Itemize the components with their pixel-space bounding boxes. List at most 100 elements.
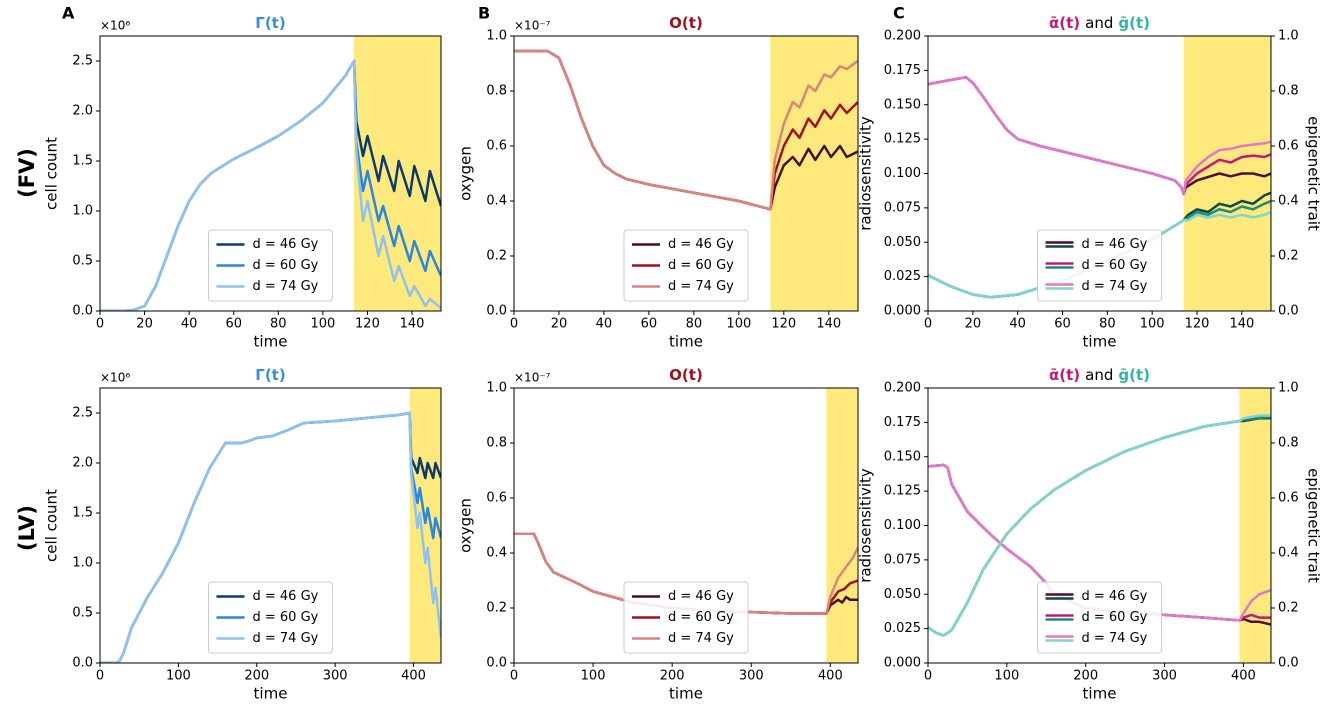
series-line (928, 76, 1271, 196)
legend-label: d = 46 Gy (668, 589, 734, 604)
title-part: ḡ(t) (1118, 366, 1150, 384)
row-label: (LV) (15, 505, 39, 551)
x-tick-label: 120 (1185, 317, 1210, 332)
y-tick-label: 0.175 (884, 415, 921, 430)
y2-tick-label: 0.8 (1278, 84, 1299, 99)
title-part: and (1085, 14, 1113, 32)
y-tick-label: 0.6 (486, 139, 507, 154)
legend-box (208, 229, 333, 302)
x-axis-label: time (1083, 333, 1117, 351)
plot-lines (928, 76, 1271, 299)
x-tick-label: 0 (510, 669, 518, 684)
row-label: (FV) (15, 148, 39, 198)
x-tick-label: 200 (244, 669, 269, 684)
x-tick-label: 0 (924, 317, 932, 332)
y-tick-label: 0.100 (884, 518, 921, 533)
x-tick-label: 100 (166, 669, 191, 684)
legend-label: d = 60 Gy (253, 258, 319, 273)
x-tick-label: 60 (225, 317, 242, 332)
y-offset-label: ×10⁻⁷ (514, 371, 551, 385)
legend-label: d = 74 Gy (1082, 631, 1148, 646)
y-offset-label: ×10⁶ (100, 19, 130, 33)
x-tick-label: 80 (1099, 317, 1116, 332)
x-tick-label: 200 (1073, 669, 1098, 684)
x-tick-label: 400 (818, 669, 843, 684)
y2-tick-label: 0.2 (1278, 249, 1299, 264)
chart-title: Γ(t) (255, 366, 285, 384)
y-tick-label: 0.8 (486, 436, 507, 451)
chart-title: Γ(t) (255, 14, 285, 32)
y-tick-label: 0.075 (884, 200, 921, 215)
y2-axis-label: epigenetic trait (1305, 116, 1323, 231)
x-tick-label: 200 (660, 669, 685, 684)
x-axis-label: time (669, 333, 703, 351)
legend-label: d = 60 Gy (1082, 610, 1148, 625)
x-tick-label: 300 (1152, 669, 1177, 684)
y-axis-label: cell count (43, 489, 61, 562)
shaded-region (770, 36, 858, 311)
legend-label: d = 74 Gy (1082, 279, 1148, 294)
x-tick-label: 400 (1231, 669, 1256, 684)
y2-tick-label: 0.8 (1278, 436, 1299, 451)
y-tick-label: 0.050 (884, 235, 921, 250)
x-tick-label: 60 (1054, 317, 1071, 332)
axes-frame (513, 387, 859, 664)
x-tick-label: 140 (1229, 317, 1254, 332)
y-tick-label: 0.125 (884, 484, 921, 499)
plot-lines (100, 411, 441, 663)
x-tick-label: 60 (641, 317, 658, 332)
x-tick-label: 100 (581, 669, 606, 684)
legend: d = 46 Gy d = 60 Gy d = 74 Gy (208, 581, 333, 654)
title-part: Γ(t) (255, 366, 285, 384)
y-axis-label: radiosensitivity (857, 116, 875, 231)
y-tick-label: 0.5 (72, 254, 93, 269)
x-axis-label: time (1083, 685, 1117, 703)
y-tick-label: 1.0 (72, 204, 93, 219)
y-tick-label: 1.0 (486, 381, 507, 396)
y2-tick-label: 0.2 (1278, 601, 1299, 616)
x-tick-label: 120 (355, 317, 380, 332)
y2-tick-label: 1.0 (1278, 29, 1299, 44)
y-tick-label: 1.5 (72, 506, 93, 521)
x-tick-label: 100 (994, 669, 1019, 684)
chart-title: ᾱ(t) and ḡ(t) (1049, 366, 1150, 384)
y-tick-label: 1.0 (72, 556, 93, 571)
legend: d = 46 Gy d = 60 Gy d = 74 Gy (623, 581, 749, 654)
legend: d = 46 Gy d = 60 Gy d = 74 Gy (1037, 581, 1162, 654)
x-tick-label: 0 (96, 317, 104, 332)
y-tick-label: 0.4 (486, 194, 507, 209)
legend-label: d = 46 Gy (253, 589, 319, 604)
y2-tick-label: 0.6 (1278, 491, 1299, 506)
y-tick-label: 0.075 (884, 552, 921, 567)
y-tick-label: 0.050 (884, 587, 921, 602)
y-tick-label: 0.200 (884, 29, 921, 44)
series-line (514, 49, 858, 211)
y2-tick-label: 0.0 (1278, 304, 1299, 319)
legend-label: d = 46 Gy (1082, 589, 1148, 604)
y-tick-label: 0.4 (486, 546, 507, 561)
axes-frame (99, 35, 442, 312)
y-tick-label: 0.2 (486, 249, 507, 264)
y-axis-label: radiosensitivity (857, 468, 875, 583)
x-tick-label: 300 (739, 669, 764, 684)
y-tick-label: 0.0 (486, 304, 507, 319)
chart-title: O(t) (669, 14, 703, 32)
axes-frame (99, 387, 442, 664)
y-tick-label: 0.0 (72, 304, 93, 319)
series-line (928, 414, 1271, 637)
y-tick-label: 0.000 (884, 304, 921, 319)
y-offset-label: ×10⁻⁷ (514, 19, 551, 33)
x-tick-label: 140 (816, 317, 841, 332)
y-tick-label: 2.0 (72, 104, 93, 119)
y-tick-label: 0.175 (884, 63, 921, 78)
title-part: O(t) (669, 14, 703, 32)
y2-tick-label: 0.4 (1278, 194, 1299, 209)
y-axis-label: oxygen (457, 146, 475, 201)
y-offset-label: ×10⁶ (100, 371, 130, 385)
x-axis-label: time (254, 333, 288, 351)
y-tick-label: 0.5 (72, 606, 93, 621)
x-tick-label: 20 (136, 317, 153, 332)
x-tick-label: 120 (771, 317, 796, 332)
y-tick-label: 0.025 (884, 269, 921, 284)
